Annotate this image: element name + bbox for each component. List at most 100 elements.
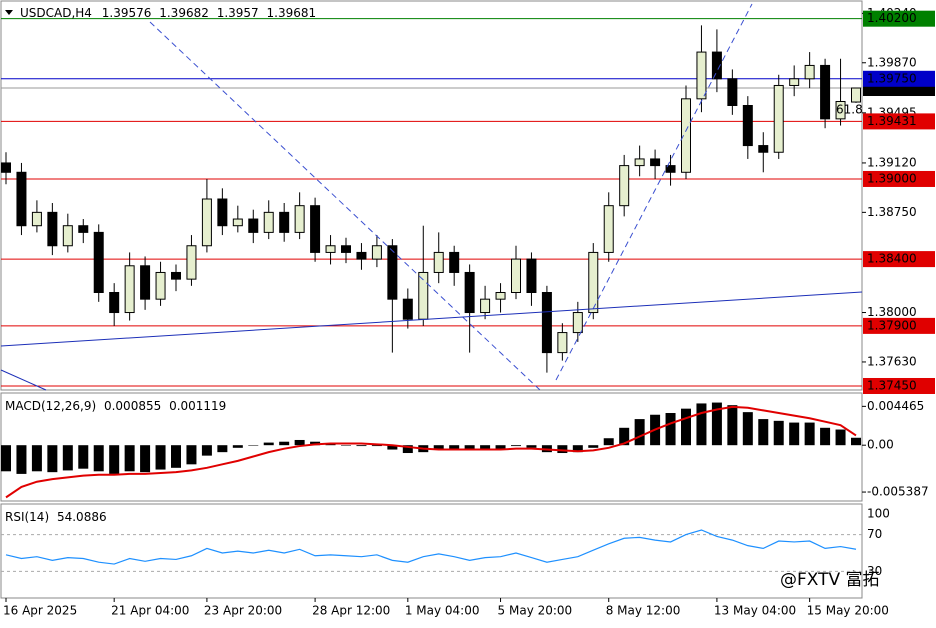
x-tick-label: 28 Apr 12:00 (312, 604, 390, 618)
candle-body (47, 211, 58, 247)
candle-body (464, 271, 475, 314)
candle-body (279, 211, 290, 233)
candle-body (31, 211, 42, 227)
macd-bar (449, 445, 460, 449)
candle-body (371, 245, 382, 260)
trendlines (0, 3, 863, 391)
candle-body (665, 165, 676, 173)
close-readout: 1.39681 (267, 6, 317, 20)
menu-arrow[interactable] (5, 10, 13, 15)
macd-bar (93, 445, 104, 472)
candle-body (572, 312, 583, 334)
macd-bar (634, 419, 645, 446)
x-tick-label: 8 May 12:00 (606, 604, 681, 618)
level-box (863, 377, 935, 394)
y-tick-label: 100 (867, 507, 890, 521)
trendline (0, 369, 47, 391)
macd-bar (619, 427, 630, 446)
rsi-readout: RSI(14) 54.0886 (5, 510, 107, 524)
candle-body (681, 98, 691, 173)
macd-bar (820, 427, 831, 446)
level-label: 1.39750 (867, 71, 917, 85)
macd-bar (495, 445, 506, 449)
macd-bar (294, 439, 305, 446)
macd-bar (526, 445, 537, 448)
candle-body (758, 145, 769, 153)
candle-body (232, 218, 243, 227)
y-tick-label: 0.004465 (867, 399, 924, 413)
candle-body (789, 78, 800, 86)
candle-body (851, 87, 861, 103)
candle-body (603, 205, 614, 253)
macd-bar (588, 445, 599, 448)
high-readout: 1.39682 (159, 6, 209, 20)
y-tick-label: 70 (867, 527, 882, 541)
rsi-line (5, 529, 857, 565)
x-tick-label: 5 May 20:00 (498, 604, 573, 618)
candle-body (124, 265, 135, 314)
candle-body (263, 211, 274, 233)
macd-title: MACD(12,26,9) (5, 399, 96, 413)
candle-body (294, 205, 305, 233)
y-tick-label: 1.39120 (867, 155, 917, 169)
macd-readout: MACD(12,26,9) 0.000855 0.001119 (5, 399, 226, 413)
symbol-readout: USDCAD,H4 1.39576 1.39682 1.3957 1.39681 (20, 6, 316, 20)
y-tick-label: -0.005387 (867, 485, 929, 499)
candle-body (835, 100, 846, 120)
macd-bar (263, 442, 274, 446)
macd-bar (171, 445, 181, 468)
rsi-title: RSI(14) (5, 510, 49, 524)
trendline (0, 291, 863, 347)
macd-bar (835, 429, 846, 446)
macd-bar (402, 445, 413, 454)
candle-body (248, 218, 259, 233)
macd-bar (711, 402, 722, 446)
macd-bar (464, 445, 475, 451)
macd-bar (341, 445, 351, 446)
macd-bar (480, 445, 491, 450)
candle-body (325, 245, 336, 253)
candle-body (93, 231, 104, 293)
x-tick-label: 16 Apr 2025 (3, 604, 77, 618)
level-label: 1.40200 (867, 11, 917, 25)
y-tick-label: 1.39870 (867, 55, 917, 69)
macd-bar (1, 445, 11, 472)
macd-bar (124, 445, 135, 472)
macd-value: 0.000855 (104, 399, 161, 413)
candle-body (62, 225, 73, 247)
y-tick-label: 0.00 (867, 438, 894, 452)
candle-body (495, 291, 506, 300)
macd-bar (681, 408, 691, 446)
level-box (863, 317, 935, 334)
macd-bar (727, 405, 738, 446)
candle-body (557, 332, 568, 354)
candle-body (171, 271, 181, 280)
level-box (863, 113, 935, 130)
candle-body (16, 171, 27, 227)
level-box (863, 70, 935, 87)
candle-body (773, 84, 784, 153)
macd-bar (140, 445, 151, 473)
open-readout: 1.39576 (102, 6, 152, 20)
price-panel (0, 0, 863, 391)
level-label: 1.37900 (867, 318, 917, 332)
x-tick-label: 23 Apr 20:00 (204, 604, 282, 618)
candle-body (526, 258, 537, 293)
macd-bar (851, 437, 861, 446)
candle-body (387, 245, 398, 300)
candle-body (480, 298, 491, 314)
watermark: @FXTV 富拓 (780, 570, 880, 590)
low-readout: 1.3957 (217, 6, 259, 20)
level-label: 1.37450 (867, 378, 917, 392)
macd-bar (804, 422, 815, 446)
macd-bar (789, 422, 800, 446)
trendline (555, 3, 753, 381)
level-label: 1.38400 (867, 252, 917, 266)
rsi-panel (0, 503, 863, 599)
level-box (863, 251, 935, 268)
macd-bar (155, 445, 166, 470)
macd-bar (109, 445, 120, 474)
candle-body (511, 258, 521, 293)
x-tick-label: 15 May 20:00 (807, 604, 889, 618)
